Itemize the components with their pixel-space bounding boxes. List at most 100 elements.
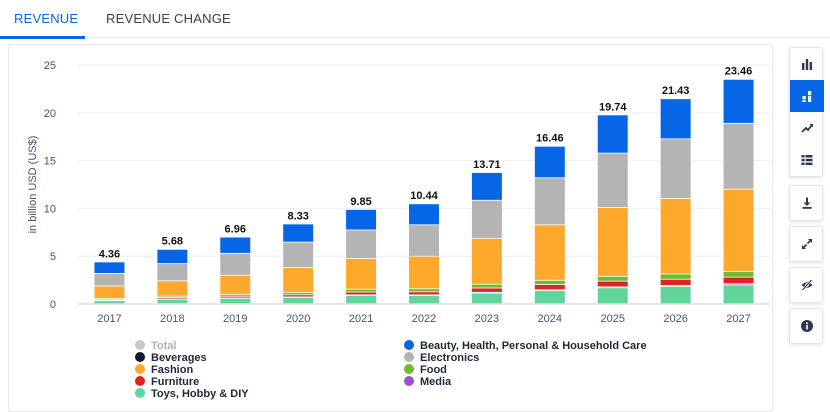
total-label: 5.68 xyxy=(162,236,183,248)
legend-label[interactable]: Food xyxy=(420,364,447,376)
legend-marker xyxy=(404,352,414,362)
legend-marker xyxy=(404,364,414,374)
bar-segment-furniture-2021 xyxy=(346,292,377,295)
stacked-bar-icon xyxy=(802,91,812,102)
x-tick-label: 2023 xyxy=(475,313,499,325)
total-label: 6.96 xyxy=(225,223,246,235)
total-label: 23.46 xyxy=(725,66,753,78)
bar-segment-electronics-2023 xyxy=(471,200,502,238)
bar-segment-fashion-2019 xyxy=(220,275,251,294)
tab-bar: REVENUE REVENUE CHANGE xyxy=(0,0,830,39)
legend-marker xyxy=(135,388,145,398)
y-axis-label: in billion USD (US$) xyxy=(27,136,39,234)
y-tick-label: 10 xyxy=(44,203,56,215)
bar-segment-toys-hobby-diy-2023 xyxy=(471,293,502,304)
bar-segment-electronics-2025 xyxy=(597,153,628,208)
total-label: 21.43 xyxy=(662,85,690,97)
bar-segment-furniture-2022 xyxy=(409,292,439,295)
x-tick-label: 2025 xyxy=(600,313,624,325)
bar-segment-food-2023 xyxy=(471,284,502,288)
hide-button[interactable] xyxy=(790,268,824,302)
bar-segment-toys-hobby-diy-2024 xyxy=(534,291,565,304)
bar-segment-toys-hobby-diy-2026 xyxy=(660,286,691,304)
total-label: 10.44 xyxy=(410,190,438,202)
bar-segment-beauty-health-personal-household-care-2018 xyxy=(157,249,188,264)
total-label: 19.74 xyxy=(599,101,627,113)
legend-label[interactable]: Total xyxy=(151,340,176,352)
y-tick-label: 20 xyxy=(44,108,56,120)
fullscreen-toolbar xyxy=(789,226,823,262)
bar-segment-toys-hobby-diy-2020 xyxy=(283,297,314,304)
y-tick-label: 25 xyxy=(44,60,56,72)
legend-label[interactable]: Beverages xyxy=(151,352,207,364)
bar-segment-fashion-2024 xyxy=(534,225,565,280)
stacked-bar-button[interactable] xyxy=(790,80,824,112)
bar-segment-toys-hobby-diy-2017 xyxy=(94,301,125,304)
active-tab-indicator xyxy=(0,36,85,39)
legend-marker xyxy=(135,340,145,350)
legend-marker xyxy=(135,376,145,386)
table-view-icon xyxy=(801,155,813,166)
bar-segment-electronics-2017 xyxy=(94,273,125,286)
bar-segment-electronics-2020 xyxy=(283,242,314,268)
bar-segment-toys-hobby-diy-2019 xyxy=(220,298,251,304)
x-tick-label: 2026 xyxy=(663,313,687,325)
download-icon xyxy=(802,197,812,209)
bar-segment-furniture-2026 xyxy=(660,279,691,286)
bar-segment-food-2024 xyxy=(534,280,565,285)
bar-segment-furniture-2023 xyxy=(471,288,502,292)
bar-segment-food-2027 xyxy=(723,271,754,277)
bar-segment-food-2026 xyxy=(660,274,691,279)
bar-segment-toys-hobby-diy-2027 xyxy=(723,285,754,304)
bar-chart-button[interactable] xyxy=(790,48,824,80)
bar-segment-electronics-2022 xyxy=(409,225,439,256)
chart-type-toolbar xyxy=(789,47,824,177)
trend-line-button[interactable] xyxy=(790,112,824,144)
total-label: 4.36 xyxy=(99,248,120,260)
legend-marker xyxy=(404,376,414,386)
legend-label[interactable]: Furniture xyxy=(151,376,199,388)
bar-segment-fashion-2021 xyxy=(346,258,377,289)
legend-label[interactable]: Toys, Hobby & DIY xyxy=(151,388,249,400)
tab-revenue-change[interactable]: REVENUE CHANGE xyxy=(106,11,231,26)
info-icon xyxy=(801,320,813,332)
bar-segment-furniture-2027 xyxy=(723,277,754,284)
bar-segment-fashion-2018 xyxy=(157,281,188,296)
legend-label[interactable]: Fashion xyxy=(151,364,193,376)
legend-marker xyxy=(404,340,414,350)
bar-segment-beauty-health-personal-household-care-2019 xyxy=(220,237,251,253)
bar-segment-beauty-health-personal-household-care-2020 xyxy=(283,224,314,242)
bar-segment-electronics-2018 xyxy=(157,264,188,281)
legend-label[interactable]: Media xyxy=(420,376,452,388)
total-label: 9.85 xyxy=(350,196,371,208)
bar-segment-toys-hobby-diy-2025 xyxy=(597,288,628,304)
x-tick-label: 2019 xyxy=(223,313,247,325)
bar-segment-furniture-2018 xyxy=(157,298,188,299)
x-tick-label: 2024 xyxy=(538,313,562,325)
hide-icon xyxy=(801,279,813,291)
x-tick-label: 2021 xyxy=(349,313,373,325)
legend-label[interactable]: Electronics xyxy=(420,352,479,364)
fullscreen-button[interactable] xyxy=(790,227,824,261)
bar-segment-food-2021 xyxy=(346,289,377,292)
legend-marker xyxy=(135,364,145,374)
legend-label[interactable]: Beauty, Health, Personal & Household Car… xyxy=(420,340,647,352)
info-button[interactable] xyxy=(790,309,824,343)
bar-segment-electronics-2021 xyxy=(346,230,377,259)
bar-segment-furniture-2019 xyxy=(220,296,251,298)
total-label: 16.46 xyxy=(536,133,564,145)
bar-segment-beauty-health-personal-household-care-2025 xyxy=(597,115,628,153)
download-button[interactable] xyxy=(790,186,824,220)
table-view-button[interactable] xyxy=(790,144,824,176)
y-tick-label: 0 xyxy=(50,299,56,311)
y-tick-label: 5 xyxy=(50,251,56,263)
bar-segment-food-2025 xyxy=(597,276,628,281)
bar-segment-fashion-2020 xyxy=(283,268,314,293)
bar-segment-beauty-health-personal-household-care-2022 xyxy=(409,204,439,225)
bar-segment-furniture-2024 xyxy=(534,284,565,290)
x-tick-label: 2018 xyxy=(160,313,184,325)
tab-revenue[interactable]: REVENUE xyxy=(14,11,79,26)
bar-segment-furniture-2025 xyxy=(597,281,628,287)
y-tick-label: 15 xyxy=(44,156,56,168)
